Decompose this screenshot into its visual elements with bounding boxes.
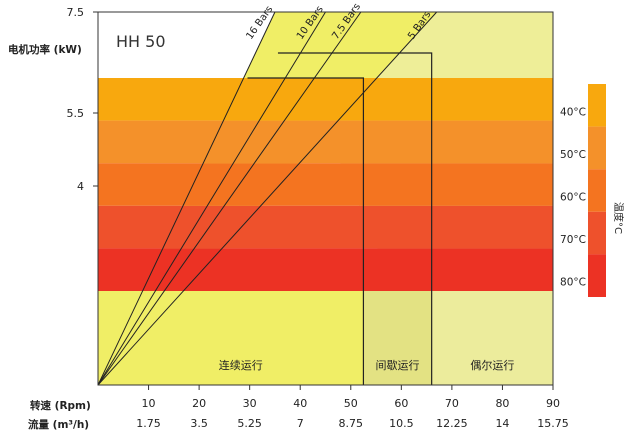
flow-axis-label: 流量 (m³/h) xyxy=(28,418,89,431)
temperature-swatch xyxy=(588,126,606,170)
pressure-line xyxy=(97,11,276,386)
intermittent-envelope xyxy=(247,77,365,385)
x-tick-label-rpm: 70 xyxy=(445,397,459,410)
y-tick-label: 4 xyxy=(77,180,84,193)
x-tick-label-rpm: 20 xyxy=(192,397,206,410)
y-tick-label: 5.5 xyxy=(67,107,85,120)
x-tick-label-rpm: 90 xyxy=(546,397,560,410)
chart-title: HH 50 xyxy=(116,32,166,51)
x-tick-label-flow: 8.75 xyxy=(339,417,364,430)
intermittent-zone-fill xyxy=(363,291,432,385)
x-tick-label-rpm: 50 xyxy=(344,397,358,410)
x-tick-label-rpm: 10 xyxy=(142,397,156,410)
pressure-line xyxy=(97,11,362,386)
x-tick-label-flow: 3.5 xyxy=(190,417,208,430)
y-axis-label: 电机功率 (kW) xyxy=(8,43,82,56)
x-tick-label-rpm: 40 xyxy=(293,397,307,410)
temperature-band xyxy=(98,205,553,249)
x-tick-label-rpm: 80 xyxy=(495,397,509,410)
x-tick-label-rpm: 30 xyxy=(243,397,257,410)
temperature-band xyxy=(98,163,553,206)
zone-label: 间歇运行 xyxy=(376,359,420,372)
temperature-swatch xyxy=(588,169,606,212)
x-tick-label-flow: 14 xyxy=(495,417,509,430)
x-tick-label-flow: 10.5 xyxy=(389,417,414,430)
y-tick-label: 7.5 xyxy=(67,6,85,19)
temperature-label: 80°C xyxy=(560,277,586,289)
axes: 7.5 5.5 4 10 1.75 20 3.5 30 5.25 40 7 50 8.75 60 10.5 7… xyxy=(67,6,569,430)
temperature-swatch xyxy=(588,84,606,127)
temperature-swatch xyxy=(588,254,606,297)
temperature-axis-label: 温度°C xyxy=(612,202,625,234)
temperature-band xyxy=(98,248,553,291)
temperature-label: 70°C xyxy=(560,234,586,246)
plot-frame xyxy=(97,11,554,386)
x-tick-label-flow: 7 xyxy=(297,417,304,430)
x-tick-label-rpm: 60 xyxy=(394,397,408,410)
temperature-band xyxy=(98,78,553,121)
pressure-line xyxy=(97,11,326,386)
x-tick-label-flow: 1.75 xyxy=(136,417,161,430)
temperature-band xyxy=(98,120,553,164)
x-tick-label-flow: 12.25 xyxy=(436,417,468,430)
zone-label: 连续运行 xyxy=(219,358,263,372)
temperature-label: 40°C xyxy=(560,106,586,118)
occasional-envelope xyxy=(277,52,433,385)
occasional-zone-fill xyxy=(431,291,553,385)
temperature-bands: 40°C 50°C 60°C 70°C 80°C xyxy=(98,78,606,297)
x-tick-label-flow: 5.25 xyxy=(237,417,262,430)
x-tick-label-flow: 15.75 xyxy=(537,417,569,430)
speed-axis-label: 转速 (Rpm) xyxy=(30,399,91,412)
temperature-label: 60°C xyxy=(560,192,586,204)
zone-label: 偶尔运行 xyxy=(470,359,514,372)
pressure-line xyxy=(97,11,438,386)
temperature-swatch xyxy=(588,211,606,255)
temperature-label: 50°C xyxy=(560,149,586,161)
continuous-zone-fill xyxy=(98,291,364,385)
